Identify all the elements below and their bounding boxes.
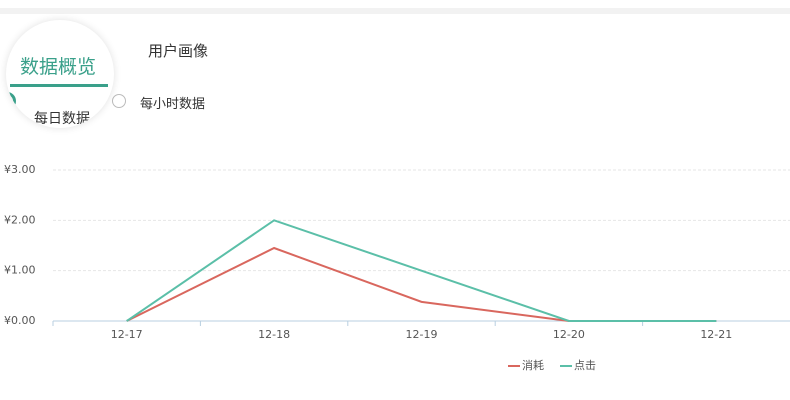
y-tick-label: ¥0.00 [4, 314, 36, 327]
y-tick-label: ¥3.00 [4, 163, 36, 176]
y-tick-label: ¥2.00 [4, 213, 36, 226]
x-tick-label: 12-18 [258, 328, 290, 341]
option-label[interactable]: 每日数据 [34, 111, 90, 127]
series-line [126, 219, 717, 322]
legend-label: 消耗 [522, 358, 544, 372]
magnifier: 数据概览 每日数据 [6, 20, 114, 128]
top-bar [0, 8, 790, 14]
tab[interactable]: 用户画像 [148, 42, 209, 60]
x-tick-label: 12-17 [111, 328, 143, 341]
series-line [126, 246, 717, 322]
tab-active[interactable]: 数据概览 [20, 56, 97, 78]
x-tick-label: 12-19 [406, 328, 438, 341]
radio-selected[interactable] [6, 92, 16, 110]
radio[interactable] [112, 94, 126, 108]
legend-label: 点击 [574, 359, 596, 372]
x-tick-label: 12-20 [553, 328, 585, 341]
y-tick-label: ¥1.00 [4, 264, 36, 277]
option-label[interactable]: 每小时数据 [140, 97, 206, 112]
tab-underline [10, 84, 108, 87]
x-tick-label: 12-21 [700, 328, 732, 341]
